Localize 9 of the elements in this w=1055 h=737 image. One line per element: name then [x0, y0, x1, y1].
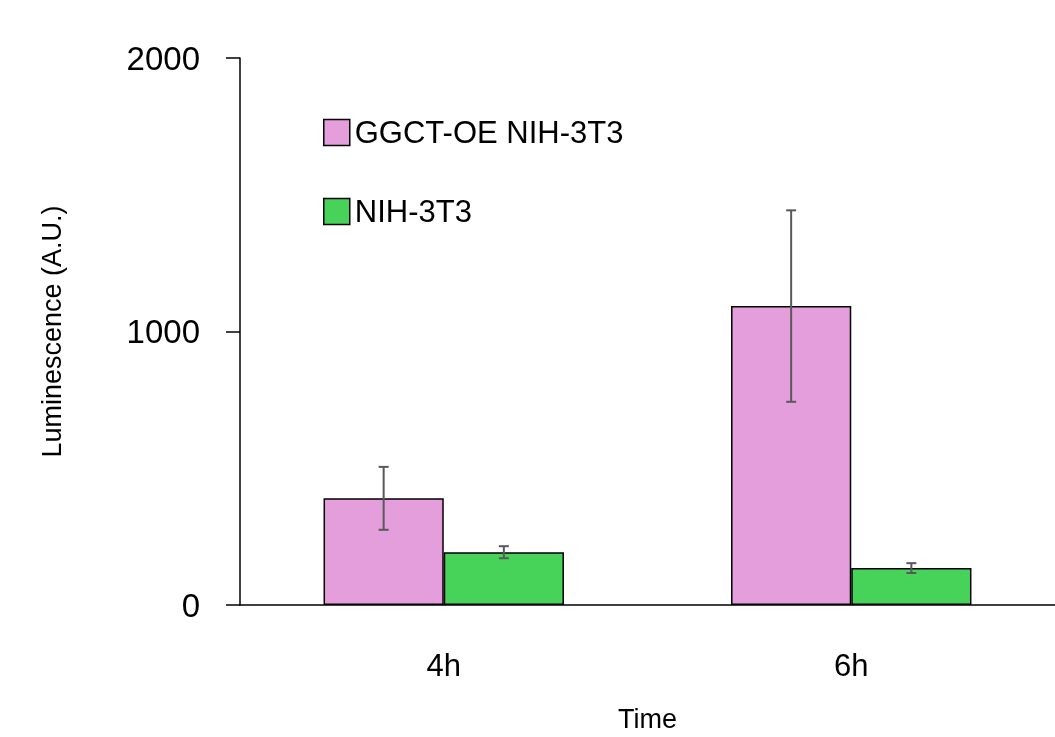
x-tick-label: 6h	[834, 648, 869, 683]
y-tick-label: 1000	[126, 313, 200, 350]
y-tick-label: 0	[181, 586, 200, 624]
y-tick-label: 2000	[126, 39, 200, 77]
x-tick-label: 4h	[426, 648, 461, 683]
legend-label: NIH-3T3	[354, 194, 472, 229]
y-axis-title: Luminescence (A.U.)	[36, 205, 67, 458]
legend-label: GGCT-OE NIH-3T3	[354, 115, 624, 150]
x-axis-title: Time	[618, 703, 677, 734]
